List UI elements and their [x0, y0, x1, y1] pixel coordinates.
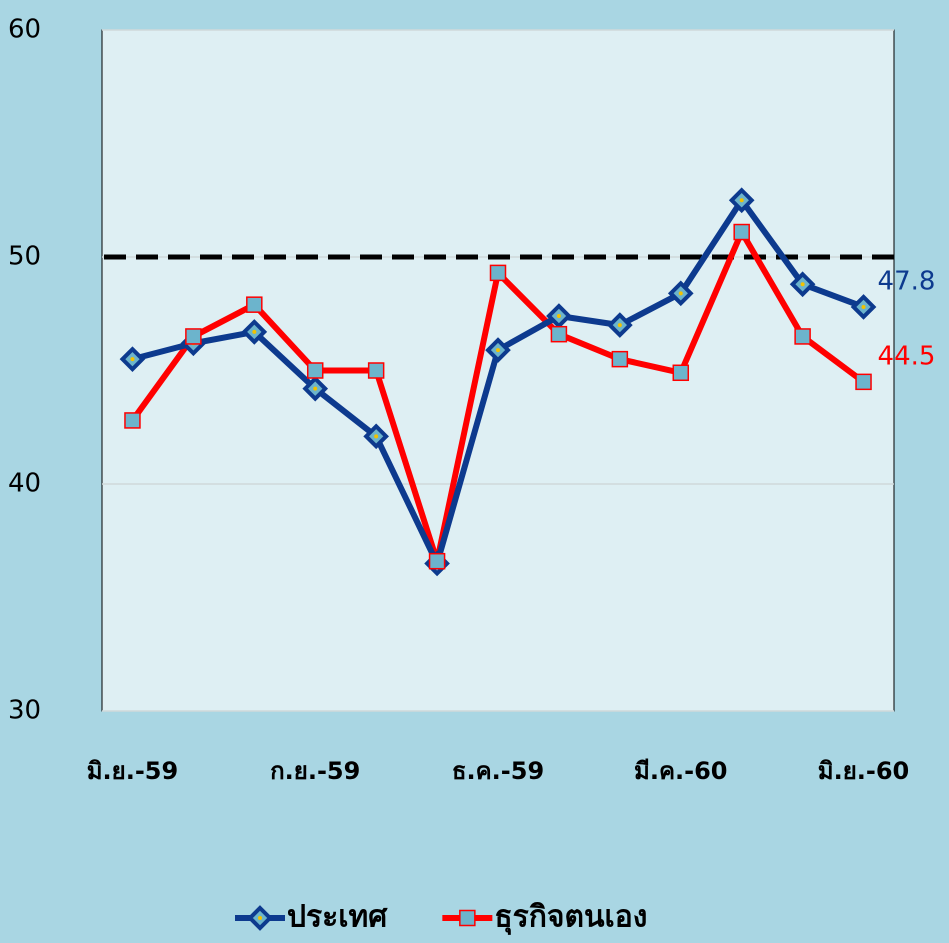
- end-value-label: 47.8: [878, 266, 936, 296]
- point-marker: [550, 325, 568, 343]
- marker-center: [130, 357, 135, 362]
- point-marker: [855, 373, 872, 391]
- x-tick-label: มิ.ย.-60: [818, 757, 909, 785]
- marker-center: [374, 434, 379, 439]
- marker-center: [739, 198, 744, 203]
- x-tick-label: ธ.ค.-59: [452, 757, 544, 785]
- plot-area: [101, 29, 895, 712]
- point-marker: [611, 350, 629, 368]
- marker-center: [313, 386, 318, 391]
- x-tick-label: มี.ค.-60: [634, 757, 727, 785]
- legend-marker: [459, 909, 476, 927]
- x-tick-label: มิ.ย.-59: [87, 757, 178, 785]
- end-value-label: 44.5: [878, 341, 936, 371]
- marker-center: [556, 314, 561, 319]
- x-tick-label: ก.ย.-59: [270, 757, 360, 785]
- y-tick-label: 40: [8, 469, 41, 499]
- point-marker: [489, 264, 507, 282]
- marker-center: [861, 304, 866, 309]
- point-marker: [367, 362, 385, 379]
- marker-center: [678, 291, 683, 296]
- y-tick-label: 30: [8, 696, 41, 726]
- y-tick-label: 60: [8, 15, 41, 45]
- y-tick-label: 50: [8, 242, 41, 272]
- point-marker: [428, 552, 446, 570]
- point-marker: [124, 412, 141, 429]
- point-marker: [246, 296, 263, 313]
- point-marker: [185, 328, 202, 345]
- marker-center: [252, 329, 257, 334]
- marker-center: [496, 348, 500, 353]
- point-marker: [306, 362, 324, 379]
- marker-center: [258, 916, 262, 920]
- legend-label: ประเทศ: [287, 900, 388, 935]
- marker-center: [617, 323, 622, 328]
- point-marker: [733, 223, 750, 241]
- point-marker: [672, 364, 690, 382]
- point-marker: [794, 328, 811, 345]
- marker-center: [800, 282, 805, 287]
- legend-label: ธุรกิจตนเอง: [494, 900, 647, 936]
